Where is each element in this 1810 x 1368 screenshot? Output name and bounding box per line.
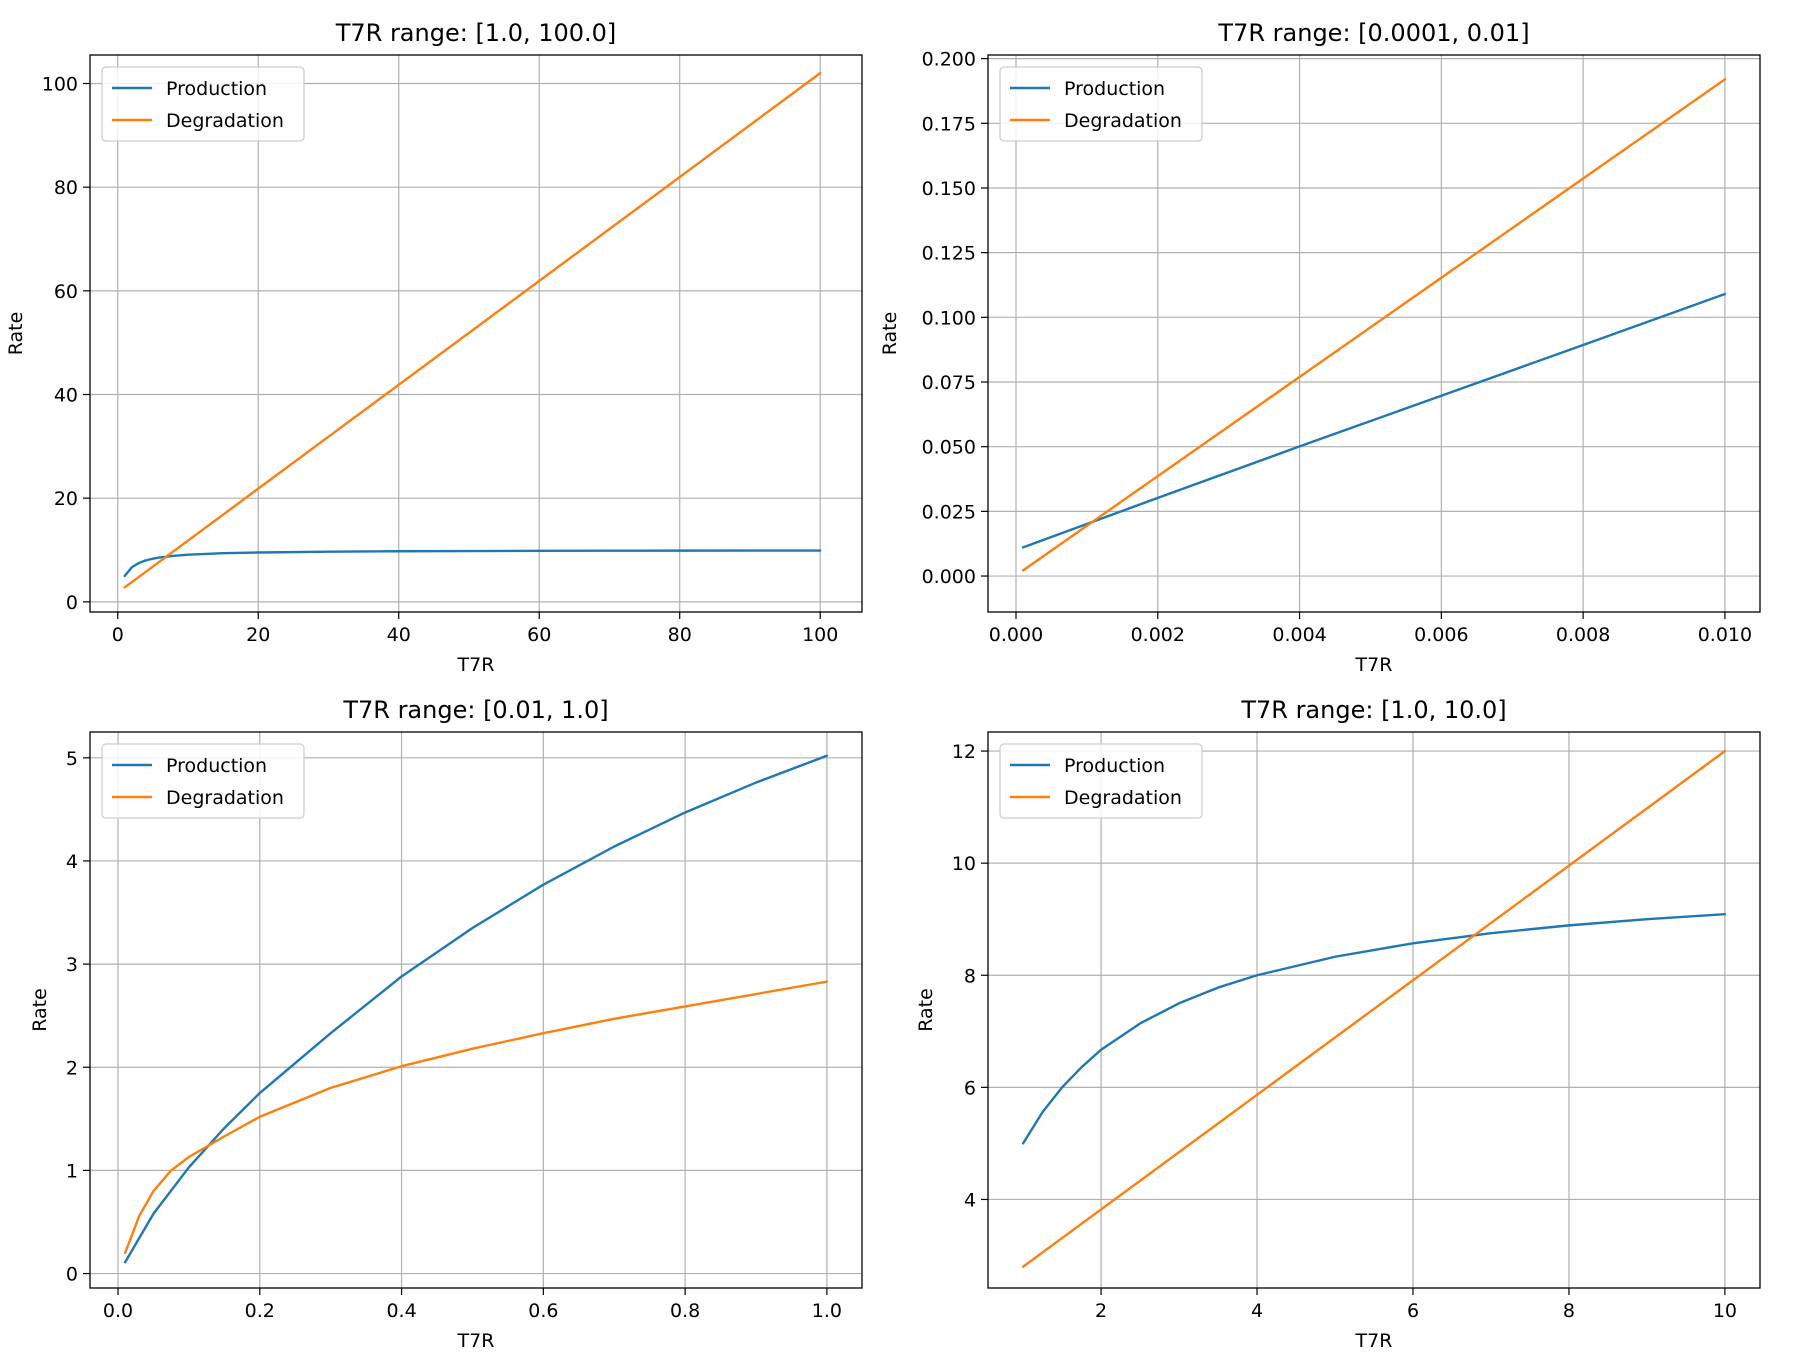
- series-line-degradation: [1021, 749, 1727, 1268]
- x-tick-label: 2: [1095, 1300, 1107, 1322]
- x-tick-label: 0.2: [245, 1300, 275, 1322]
- y-tick-label: 0.075: [922, 372, 976, 394]
- x-tick-label: 0.008: [1556, 624, 1610, 646]
- y-tick-label: 5: [66, 748, 78, 770]
- x-axis-label: T7R: [1355, 654, 1393, 676]
- series-line-production: [1021, 912, 1727, 1145]
- subplot-1: 0 20 40 60 80 100 0 20 40 60 80 100 T7R range: [1.0,…: [5, 19, 863, 676]
- x-axis-label: T7R: [1355, 1330, 1393, 1352]
- x-tick-label: 40: [387, 624, 411, 646]
- x-tick-label: 80: [668, 624, 692, 646]
- y-axis-label: Rate: [915, 988, 937, 1032]
- axes-frame: [987, 54, 1761, 613]
- x-tick-label: 0.4: [386, 1300, 416, 1322]
- y-tick-label: 20: [54, 488, 78, 510]
- x-tick-label: 0.010: [1698, 624, 1752, 646]
- series-line-production: [123, 549, 822, 578]
- y-tick-label: 0.200: [922, 49, 976, 71]
- x-tick-label: 0.8: [670, 1300, 700, 1322]
- series-line-degradation: [1021, 78, 1727, 572]
- x-tick-label: 60: [527, 624, 551, 646]
- legend-label: Production: [1064, 755, 1165, 777]
- legend: Production Degradation: [101, 743, 305, 819]
- y-tick-label: 0.025: [922, 501, 976, 523]
- x-tick-label: 1.0: [812, 1300, 842, 1322]
- y-tick-label: 4: [964, 1189, 976, 1211]
- series-line-degradation: [123, 71, 822, 589]
- x-tick-label: 10: [1713, 1300, 1737, 1322]
- x-tick-label: 0.004: [1272, 624, 1326, 646]
- y-tick-label: 0: [66, 592, 78, 614]
- legend-box: [999, 66, 1203, 142]
- y-axis-label: Rate: [879, 312, 901, 356]
- y-tick-label: 0.125: [922, 243, 976, 265]
- y-tick-label: 40: [54, 385, 78, 407]
- subplot-title: T7R range: [1.0, 100.0]: [335, 19, 617, 47]
- axes-frame: [89, 731, 863, 1289]
- axes-frame: [89, 54, 863, 613]
- series-line-production: [123, 754, 829, 1264]
- legend-box: [101, 66, 305, 142]
- y-tick-label: 0.175: [922, 113, 976, 135]
- x-axis-label: T7R: [457, 654, 495, 676]
- y-tick-label: 12: [952, 741, 976, 763]
- series-line-production: [1021, 292, 1727, 549]
- y-tick-label: 60: [54, 281, 78, 303]
- y-tick-label: 0.100: [922, 307, 976, 329]
- y-axis-label: Rate: [5, 312, 27, 356]
- y-tick-label: 2: [66, 1057, 78, 1079]
- legend-label: Degradation: [166, 787, 284, 809]
- legend-label: Degradation: [1064, 110, 1182, 132]
- axes-frame: [987, 731, 1761, 1289]
- legend-label: Degradation: [166, 110, 284, 132]
- y-tick-label: 3: [66, 954, 78, 976]
- y-tick-label: 80: [54, 177, 78, 199]
- y-tick-label: 8: [964, 965, 976, 987]
- subplot-4: 2 4 6 8 10 4 6 8 10 12 T7R range: [1.0, 10.0] T7R Ra…: [915, 696, 1761, 1352]
- legend-label: Degradation: [1064, 787, 1182, 809]
- legend: Production Degradation: [999, 743, 1203, 819]
- y-tick-label: 0.000: [922, 566, 976, 588]
- x-axis-label: T7R: [457, 1330, 495, 1352]
- legend: Production Degradation: [101, 66, 305, 142]
- legend-box: [999, 743, 1203, 819]
- y-axis-label: Rate: [29, 988, 51, 1032]
- subplot-title: T7R range: [1.0, 10.0]: [1240, 696, 1506, 724]
- x-tick-label: 0.0: [103, 1300, 133, 1322]
- legend: Production Degradation: [999, 66, 1203, 142]
- legend-label: Production: [166, 78, 267, 100]
- x-tick-label: 0.6: [528, 1300, 558, 1322]
- y-tick-label: 0.150: [922, 178, 976, 200]
- legend-box: [101, 743, 305, 819]
- x-tick-label: 0.002: [1131, 624, 1185, 646]
- y-tick-label: 4: [66, 851, 78, 873]
- subplot-title: T7R range: [0.0001, 0.01]: [1217, 19, 1529, 47]
- y-tick-label: 100: [42, 74, 78, 96]
- y-tick-label: 0.050: [922, 437, 976, 459]
- x-tick-label: 4: [1251, 1300, 1263, 1322]
- y-tick-label: 0: [66, 1264, 78, 1286]
- series-line-degradation: [123, 980, 829, 1255]
- x-tick-label: 8: [1563, 1300, 1575, 1322]
- y-tick-label: 6: [964, 1077, 976, 1099]
- subplot-2: 0.000 0.002 0.004 0.006 0.008 0.010 0.000 0.025…: [879, 19, 1761, 676]
- x-tick-label: 0.000: [989, 624, 1043, 646]
- x-tick-label: 100: [802, 624, 838, 646]
- x-tick-label: 6: [1407, 1300, 1419, 1322]
- x-tick-label: 0: [112, 624, 124, 646]
- x-tick-label: 20: [246, 624, 270, 646]
- legend-label: Production: [1064, 78, 1165, 100]
- y-tick-label: 1: [66, 1160, 78, 1182]
- y-tick-label: 10: [952, 853, 976, 875]
- subplot-3: 0.0 0.2 0.4 0.6 0.8 1.0 0 1 2 3 4 5 T7R range: [0.01…: [29, 696, 863, 1352]
- x-tick-label: 0.006: [1414, 624, 1468, 646]
- subplot-title: T7R range: [0.01, 1.0]: [342, 696, 608, 724]
- legend-label: Production: [166, 755, 267, 777]
